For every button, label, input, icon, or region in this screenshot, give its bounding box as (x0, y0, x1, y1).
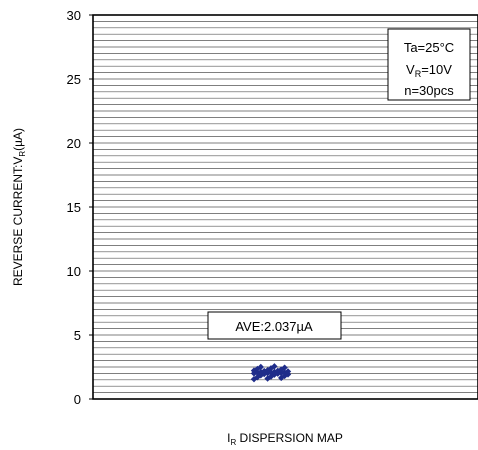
conditions-count: n=30pcs (404, 83, 454, 98)
average-box (207, 311, 342, 340)
y-tick-label: 20 (67, 136, 81, 151)
data-point (257, 363, 264, 371)
y-tick-label: 0 (74, 392, 81, 407)
x-axis-label: IR DISPERSION MAP (227, 431, 343, 447)
data-point (281, 364, 288, 371)
average-label: AVE:2.037µA (235, 319, 313, 334)
y-axis: 0 5 10 15 20 25 30 (67, 8, 93, 407)
data-point (271, 363, 278, 370)
y-tick-label: 10 (67, 264, 81, 279)
conditions-voltage: VR=10V (406, 62, 452, 79)
y-tick-label: 30 (67, 8, 81, 23)
y-tick-label: 25 (67, 72, 81, 87)
conditions-temp: Ta=25°C (404, 40, 454, 55)
data-points (250, 363, 292, 383)
conditions-box (387, 28, 471, 101)
y-tick-label: 15 (67, 200, 81, 215)
y-axis-label: REVERSE CURRENT:VR(µA) (11, 128, 27, 286)
y-tick-label: 5 (74, 328, 81, 343)
data-point (284, 368, 292, 375)
